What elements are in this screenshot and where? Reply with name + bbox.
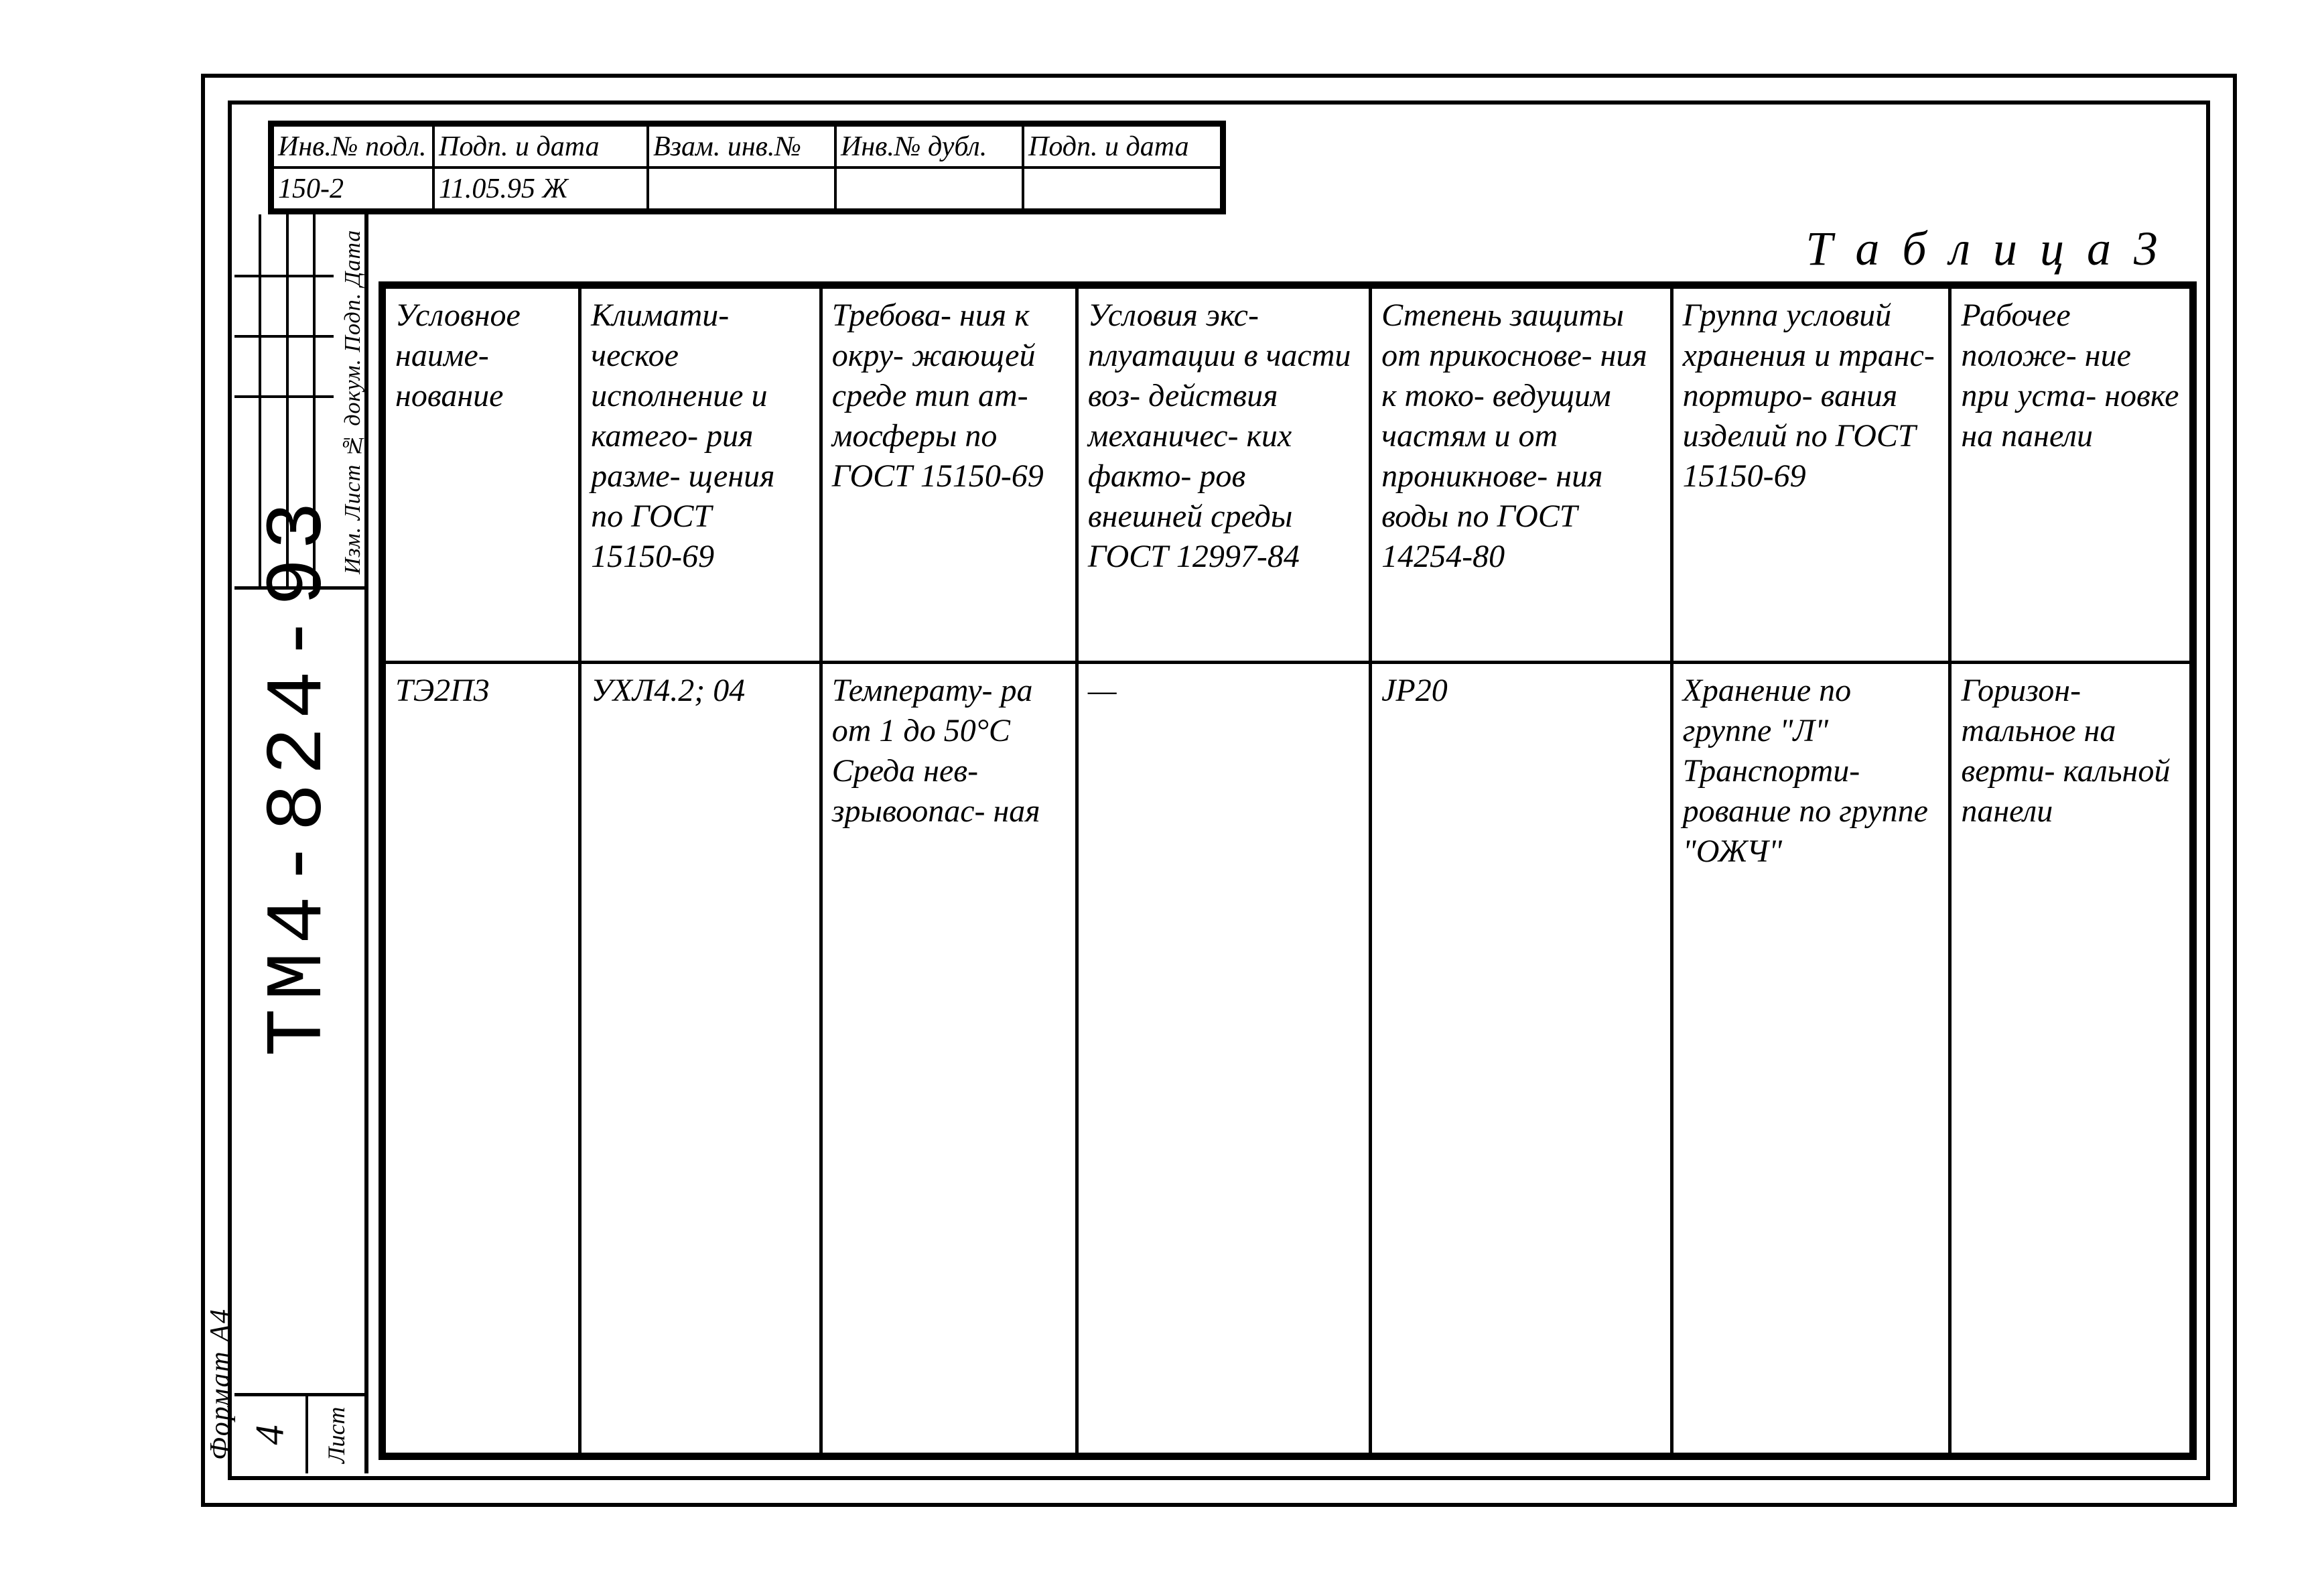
- val-podp-data-2: [1023, 168, 1221, 210]
- cell-4: JP20: [1371, 663, 1672, 1455]
- col-header-3: Условия экс- плуатации в части воз- дейс…: [1077, 287, 1370, 663]
- hdr-inv-dubl: Инв.№ дубл.: [835, 125, 1023, 168]
- table-row: ТЭ2П3УХЛ4.2; 04Температу- ра от 1 до 50°…: [385, 663, 2191, 1455]
- col-header-6: Рабочее положе- ние при уста- новке на п…: [1950, 287, 2191, 663]
- main-table: Условное наиме- нованиеКлимати- ческое и…: [379, 281, 2197, 1460]
- sidebar-doc-code-area: ТМ4-824-93: [234, 590, 364, 1393]
- cell-1: УХЛ4.2; 04: [580, 663, 821, 1455]
- cell-2: Температу- ра от 1 до 50°С Среда нев- зр…: [821, 663, 1077, 1455]
- col-header-5: Группа условий хранения и транс- портиро…: [1671, 287, 1950, 663]
- format-label: Формат А4: [204, 1308, 231, 1460]
- title-block-sidebar: Изм. Лист № докум. Подп. Дата ТМ4-824-93…: [234, 214, 368, 1473]
- table-caption: Т а б л и ц а 3: [1805, 221, 2163, 277]
- val-inv-podl: 150-2: [273, 168, 433, 210]
- col-header-0: Условное наиме- нование: [385, 287, 580, 663]
- sidebar-bottom: 4 Лист: [234, 1393, 364, 1473]
- hdr-vzam-inv: Взам. инв.№: [648, 125, 835, 168]
- cell-5: Хранение по группе "Л" Транспорти- рован…: [1671, 663, 1950, 1455]
- content-area: Т а б л и ц а 3 Условное наиме- нованиеК…: [372, 221, 2203, 1467]
- doc-code: ТМ4-824-93: [254, 927, 345, 1057]
- col-header-2: Требова- ния к окру- жающей среде тип ат…: [821, 287, 1077, 663]
- revision-block: Инв.№ подл. Подп. и дата Взам. инв.№ Инв…: [268, 121, 1226, 214]
- hdr-inv-podl: Инв.№ подл.: [273, 125, 433, 168]
- cell-3: —: [1077, 663, 1370, 1455]
- table-header-row: Условное наиме- нованиеКлимати- ческое и…: [385, 287, 2191, 663]
- hdr-podp-data-2: Подп. и дата: [1023, 125, 1221, 168]
- cell-6: Горизон- тальное на верти- кальной панел…: [1950, 663, 2191, 1455]
- val-podp-data-1: 11.05.95 Ж: [433, 168, 648, 210]
- val-vzam-inv: [648, 168, 835, 210]
- cell-0: ТЭ2П3: [385, 663, 580, 1455]
- val-inv-dubl: [835, 168, 1023, 210]
- page: Инв.№ подл. Подп. и дата Взам. инв.№ Инв…: [0, 0, 2324, 1594]
- page-number: 4: [234, 1396, 308, 1473]
- col-header-4: Степень защиты от прикоснове- ния к токо…: [1371, 287, 1672, 663]
- hdr-podp-data-1: Подп. и дата: [433, 125, 648, 168]
- sheet-label: Лист: [308, 1396, 364, 1473]
- col-header-1: Климати- ческое исполнение и катего- рия…: [580, 287, 821, 663]
